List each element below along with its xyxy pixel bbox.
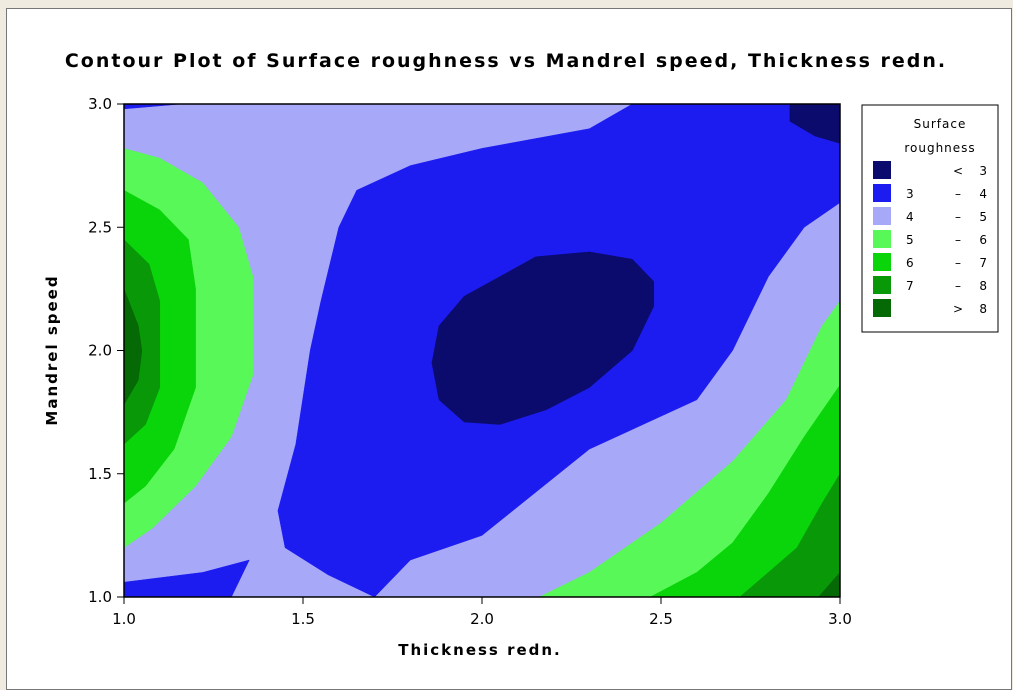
legend-range-high: 7 — [979, 256, 987, 270]
x-tick-label: 2.0 — [470, 610, 494, 628]
legend-entries: <3 3 – 4 4 – 5 5 – 6 6 – 7 7 – 8 > 8 — [873, 161, 987, 317]
chart-title: Contour Plot of Surface roughness vs Man… — [65, 50, 947, 72]
legend-range-high: 8 — [979, 279, 987, 293]
legend-swatch — [873, 276, 891, 294]
x-axis-label: Thickness redn. — [398, 641, 562, 659]
legend-range-separator: – — [955, 187, 961, 201]
legend-swatch — [873, 253, 891, 271]
legend-range-low: 3 — [906, 187, 914, 201]
y-tick-label: 1.5 — [88, 465, 112, 483]
legend-range-separator: < — [953, 164, 963, 178]
legend-range-low: 5 — [906, 233, 914, 247]
legend-range-high: 6 — [979, 233, 987, 247]
legend-swatch — [873, 161, 891, 179]
legend-range-separator: – — [955, 233, 961, 247]
legend-title-line-2: roughness — [904, 141, 975, 155]
y-tick-label: 2.0 — [88, 342, 112, 360]
legend-title-line-1: Surface — [914, 117, 967, 131]
legend-range-high: 4 — [979, 187, 987, 201]
contour-region-8 — [431, 251, 655, 425]
legend-range-separator: – — [955, 279, 961, 293]
legend-swatch — [873, 299, 891, 317]
x-tick-label: 2.5 — [649, 610, 673, 628]
legend: Surface roughness <3 3 – 4 4 – 5 5 – 6 6 – 7 7 – 8 > 8 — [861, 104, 999, 333]
legend-swatch — [873, 207, 891, 225]
legend-range-high: 5 — [979, 210, 987, 224]
contour-regions — [123, 103, 841, 598]
y-tick-label: 1.0 — [88, 588, 112, 606]
legend-swatch — [873, 184, 891, 202]
axis-ticks: 1.0 1.5 2.0 2.5 3.0 1.0 1.5 2.0 2.5 3.0 — [88, 95, 852, 628]
legend-range-high: 3 — [979, 164, 987, 178]
legend-range-low: 4 — [906, 210, 914, 224]
legend-range-separator: > — [953, 302, 963, 316]
y-tick-label: 2.5 — [88, 218, 112, 236]
legend-range-separator: – — [955, 256, 961, 270]
x-tick-label: 3.0 — [828, 610, 852, 628]
x-tick-label: 1.5 — [291, 610, 315, 628]
legend-range-low: 6 — [906, 256, 914, 270]
y-axis-label: Mandrel speed — [43, 274, 61, 425]
legend-range-high: 8 — [979, 302, 987, 316]
y-tick-label: 3.0 — [88, 95, 112, 113]
legend-range-separator: – — [955, 210, 961, 224]
legend-swatch — [873, 230, 891, 248]
x-tick-label: 1.0 — [112, 610, 136, 628]
legend-range-low: 7 — [906, 279, 914, 293]
